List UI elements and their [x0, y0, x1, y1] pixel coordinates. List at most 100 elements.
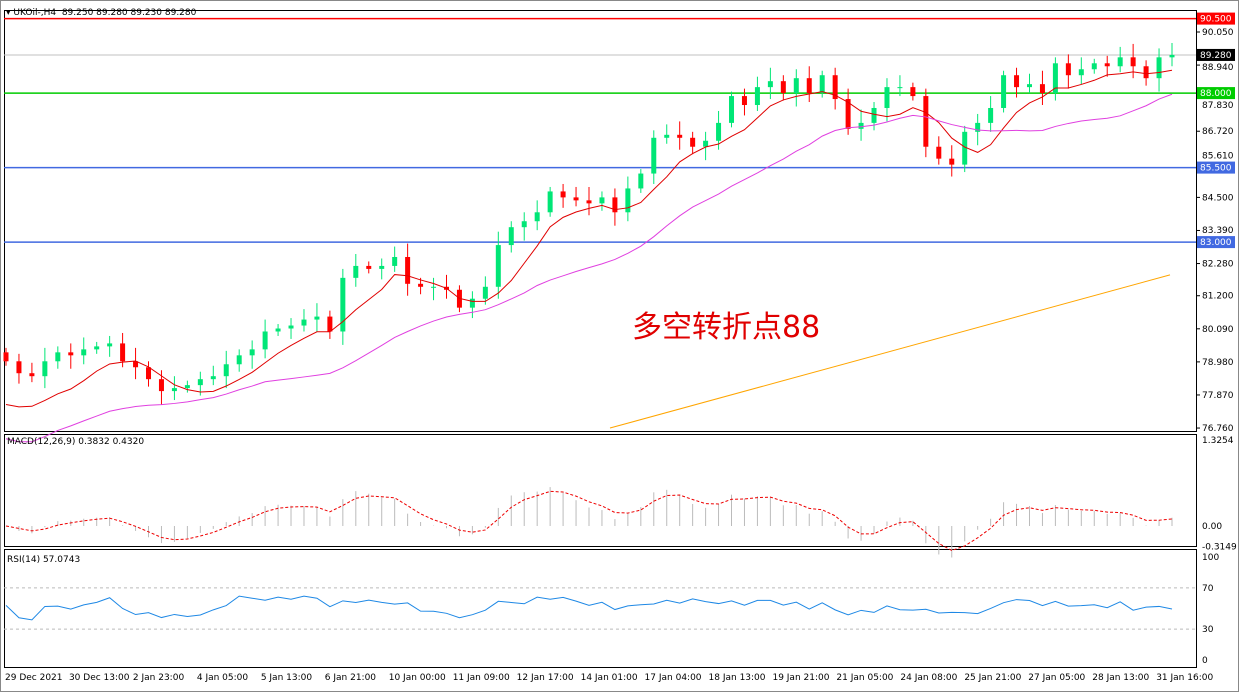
candle-body [767, 81, 773, 88]
time-tick-label: 30 Dec 13:00 [69, 673, 130, 683]
level-label: 88.000 [1200, 89, 1232, 99]
price-tick-label: 88.940 [1202, 63, 1234, 73]
candle-body [1052, 63, 1058, 94]
ma-slow-line [609, 274, 1171, 429]
candle-body [16, 361, 22, 374]
price-tick-label: 85.610 [1202, 152, 1234, 162]
candle-body [638, 173, 644, 189]
candle-body [171, 388, 177, 392]
candle-body [1091, 63, 1097, 70]
rsi-label: RSI(14) 57.0743 [7, 555, 80, 565]
candle-body [573, 197, 579, 201]
time-tick-label: 17 Jan 04:00 [645, 673, 702, 683]
price-tick-label: 80.090 [1202, 325, 1234, 335]
candle-body [560, 191, 566, 198]
candle-body [301, 319, 307, 326]
candle-body [1104, 63, 1110, 67]
time-tick-label: 11 Jan 09:00 [453, 673, 510, 683]
candle-body [703, 140, 709, 147]
level-tag [1197, 161, 1235, 174]
candle-body [586, 200, 592, 204]
candle-body [780, 81, 786, 94]
candle-body [184, 385, 190, 389]
candle-body [1078, 69, 1084, 76]
annotation-text: 多空转折点88 [632, 310, 821, 345]
candle-body [690, 137, 696, 147]
macd-signal-line [5, 490, 1173, 552]
macd-tick-label: 1.3254 [1202, 436, 1234, 446]
candle-body [832, 75, 838, 100]
time-tick-label: 14 Jan 01:00 [581, 673, 638, 683]
current-price-tag [1197, 48, 1235, 61]
rsi-pane [4, 549, 1197, 668]
candle-body [340, 277, 346, 332]
candle-body [845, 99, 851, 129]
candle-body [897, 87, 903, 89]
candle-body [806, 78, 812, 94]
candle-body [275, 328, 281, 332]
macd-tick-label: -0.3149 [1202, 542, 1237, 552]
candle-body [884, 87, 890, 108]
candle-body [858, 122, 864, 129]
level-label: 83.000 [1200, 238, 1232, 248]
candle-body [534, 212, 540, 222]
candle-body [910, 87, 916, 97]
rsi-line [5, 595, 1173, 621]
candle-body [223, 364, 229, 377]
candle-body [68, 352, 74, 356]
ohlc-readout: 89.250 89.280 89.230 89.280 [61, 8, 197, 18]
time-tick-label: 24 Jan 08:00 [900, 673, 957, 683]
candle-body [405, 256, 411, 284]
candle-body [1156, 57, 1162, 79]
price-tick-label: 78.980 [1202, 358, 1234, 368]
candle-body [379, 265, 385, 269]
time-tick-label: 6 Jan 21:00 [325, 673, 377, 683]
candle-body [625, 188, 631, 213]
rsi-tick-label: 70 [1202, 584, 1214, 594]
candle-body [923, 96, 929, 147]
candle-body [508, 227, 514, 246]
main-pane [4, 10, 1197, 432]
macd-pane [4, 434, 1197, 547]
candle-body [288, 325, 294, 329]
macd-tick-label: 0.00 [1202, 522, 1222, 532]
candle-body [716, 122, 722, 141]
candle-body [962, 131, 968, 165]
candle-body [1001, 75, 1007, 108]
ma-fast-line [5, 69, 1173, 408]
candle-body [327, 316, 333, 332]
candle-body [81, 349, 87, 356]
candle-body [469, 298, 475, 308]
candle-body [729, 96, 735, 123]
time-tick-label: 12 Jan 17:00 [517, 673, 574, 683]
rsi-tick-label: 0 [1202, 656, 1208, 666]
macd-label: MACD(12,26,9) 0.3832 0.4320 [7, 437, 144, 447]
candle-body [3, 352, 9, 362]
candle-body [1143, 66, 1149, 79]
candle-body [392, 256, 398, 266]
candle-body [249, 349, 255, 356]
symbol-label: UKOil-,H4 [13, 8, 57, 18]
time-tick-label: 10 Jan 00:00 [389, 673, 446, 683]
time-tick-label: 27 Jan 05:00 [1028, 673, 1085, 683]
candle-body [599, 197, 605, 204]
candle-body [819, 75, 825, 94]
candle-body [146, 367, 152, 380]
candle-body [1014, 75, 1020, 88]
price-tick-label: 86.720 [1202, 127, 1234, 137]
rsi-tick-label: 30 [1202, 625, 1214, 635]
candle-body [314, 316, 320, 320]
candle-body [664, 134, 670, 138]
price-tick-label: 82.280 [1202, 260, 1234, 270]
candle-body [107, 343, 113, 347]
price-tick-label: 84.500 [1202, 193, 1234, 203]
candle-body [236, 355, 242, 365]
candle-body [1039, 84, 1045, 94]
candle-body [949, 158, 955, 165]
time-tick-label: 29 Dec 2021 [5, 673, 63, 683]
candle-body [431, 286, 437, 288]
candle-body [120, 343, 126, 362]
candle-body [29, 373, 35, 377]
candle-body [521, 221, 527, 228]
